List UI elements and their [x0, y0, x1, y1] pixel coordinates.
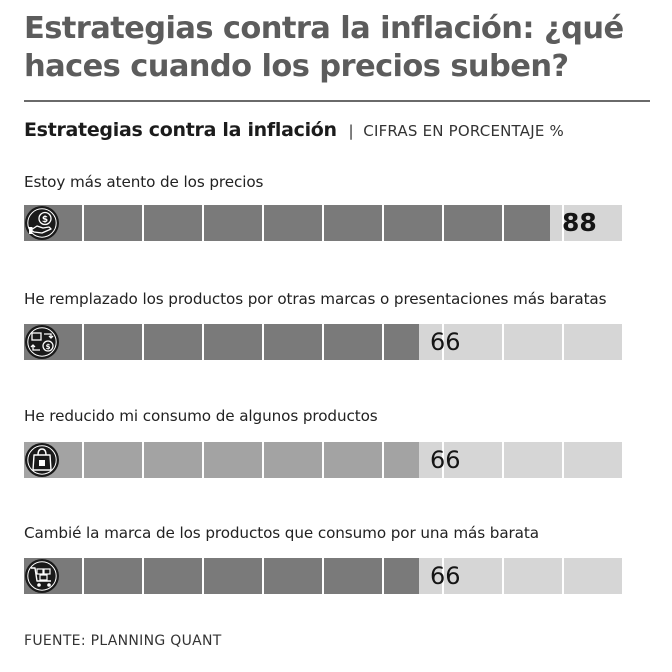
bar-fill-segment	[264, 442, 322, 478]
bar-track-segment	[504, 442, 562, 478]
bar-fill-segment	[444, 205, 502, 241]
bar-track-segment	[564, 324, 622, 360]
bar-fill-segment	[204, 324, 262, 360]
bar-track-segment	[564, 442, 622, 478]
value-label-2: 66	[430, 328, 461, 356]
swap-products-icon: $	[25, 325, 59, 359]
bar-fill-segment	[264, 558, 322, 594]
bar-fill-segment	[144, 442, 202, 478]
category-label-1: Estoy más atento de los precios	[24, 173, 264, 191]
bar-track-segment	[444, 558, 502, 594]
chart-subtitle: Estrategias contra la inflación | CIFRAS…	[24, 118, 564, 143]
value-label-4: 66	[430, 562, 461, 590]
bar-fill-segment	[264, 324, 322, 360]
bar-track-segment	[504, 558, 562, 594]
bar-fill-segment	[204, 442, 262, 478]
page-title: Estrategias contra la inflación: ¿qué ha…	[24, 11, 624, 84]
bar-fill-segment	[144, 558, 202, 594]
bar-row-3: 66	[24, 442, 648, 478]
bar-fill-segment	[144, 324, 202, 360]
svg-text:$: $	[46, 343, 51, 351]
shopping-bag-icon	[25, 443, 59, 477]
chart-subtitle-label: Estrategias contra la inflación	[24, 119, 337, 141]
bar-fill-segment	[84, 324, 142, 360]
bar-fill-segment	[84, 205, 142, 241]
bar-track-segment	[504, 324, 562, 360]
bar-fill-segment	[204, 558, 262, 594]
bar-track-segment	[564, 205, 622, 241]
source-note: FUENTE: PLANNING QUANT	[24, 633, 222, 649]
cart-boxes-icon	[25, 559, 59, 593]
bar-fill-segment	[504, 205, 551, 241]
chart-unit-label: CIFRAS EN PORCENTAJE %	[363, 122, 564, 140]
bar-row-4: 66	[24, 558, 648, 594]
category-label-3: He reducido mi consumo de algunos produc…	[24, 407, 378, 425]
bar-fill-segment	[324, 558, 382, 594]
bar-fill-segment	[384, 442, 419, 478]
value-label-3: 66	[430, 446, 461, 474]
title-divider	[24, 100, 650, 102]
bar-row-1: $ 88	[24, 205, 648, 241]
bar-track-segment	[564, 558, 622, 594]
bar-fill-segment	[384, 205, 442, 241]
bar-fill-segment	[204, 205, 262, 241]
bar-fill-segment	[324, 205, 382, 241]
bar-fill-segment	[384, 558, 419, 594]
svg-text:$: $	[42, 215, 48, 225]
bar-row-2: $ 66	[24, 324, 648, 360]
category-label-2: He remplazado los productos por otras ma…	[24, 290, 607, 308]
bar-fill-segment	[324, 442, 382, 478]
category-label-4: Cambié la marca de los productos que con…	[24, 524, 539, 542]
subtitle-separator: |	[348, 122, 354, 140]
bar-fill-segment	[324, 324, 382, 360]
bar-track-segment	[444, 442, 502, 478]
bar-track-segment	[444, 324, 502, 360]
bar-fill-segment	[84, 442, 142, 478]
bar-fill-segment	[144, 205, 202, 241]
bar-fill-segment	[384, 324, 419, 360]
bar-fill-segment	[84, 558, 142, 594]
bar-fill-segment	[264, 205, 322, 241]
money-hand-icon: $	[25, 206, 59, 240]
value-label-1: 88	[562, 208, 597, 237]
